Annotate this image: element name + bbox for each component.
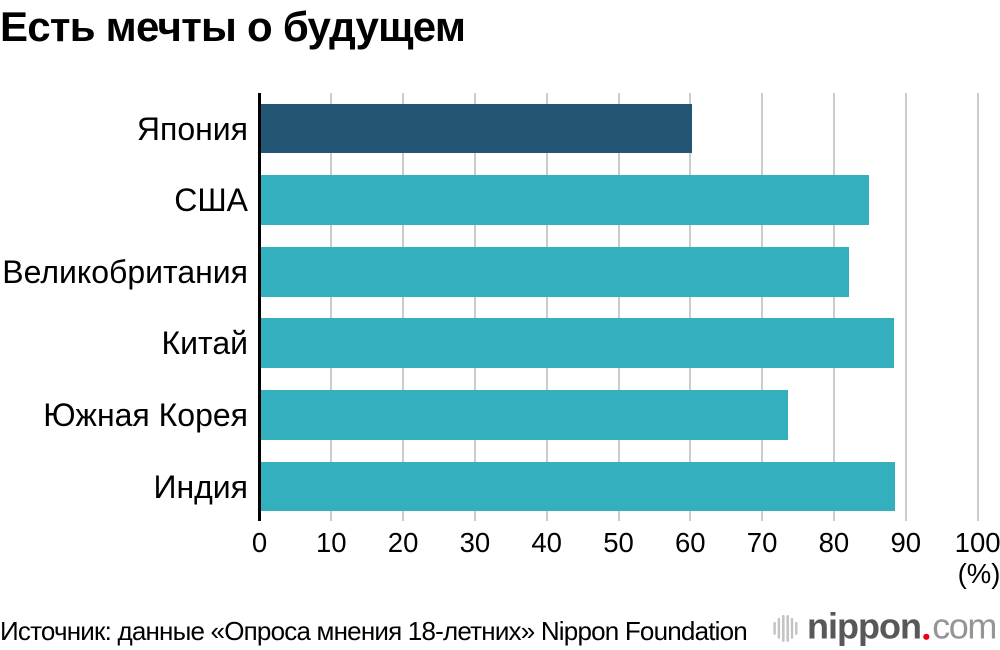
svg-text:nippon: nippon xyxy=(807,605,921,646)
svg-text:com: com xyxy=(932,605,996,646)
